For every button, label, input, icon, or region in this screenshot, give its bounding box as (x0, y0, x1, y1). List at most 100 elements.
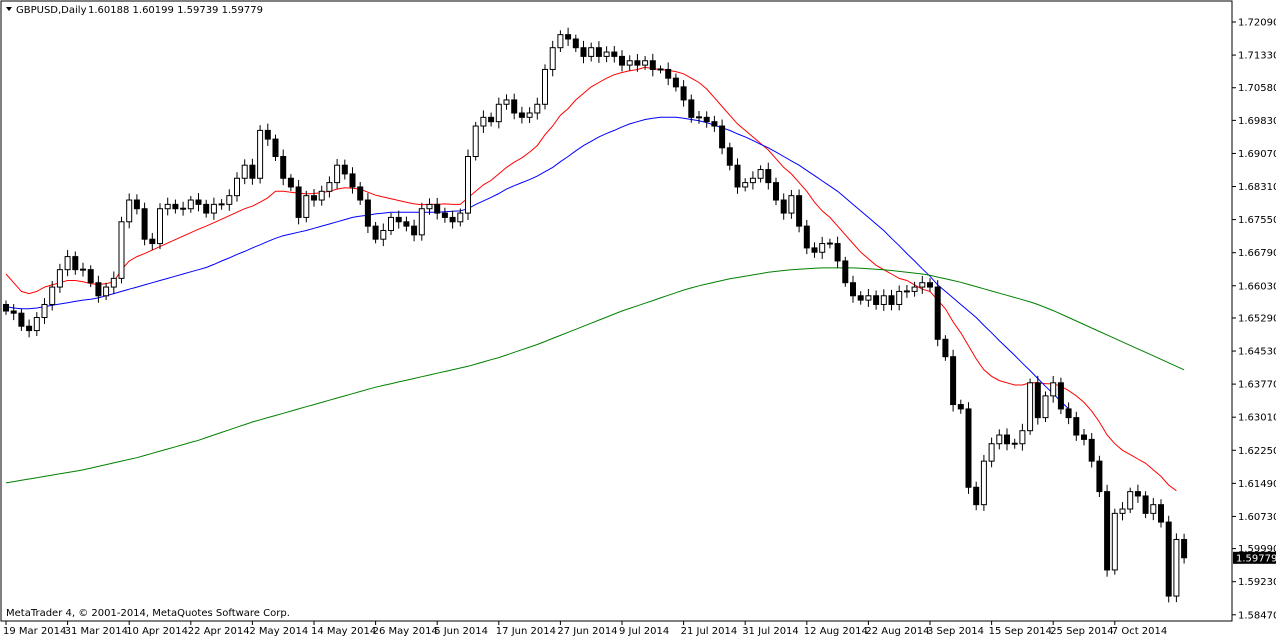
candle-body (588, 47, 595, 57)
candle-body (680, 86, 687, 101)
price-tick-label: 1.70580 (1238, 83, 1276, 94)
candle-body (873, 295, 880, 305)
candle-body (33, 317, 40, 332)
candle-body (957, 404, 964, 410)
candle-body (742, 182, 749, 188)
time-tick-label: 15 Sep 2014 (989, 626, 1052, 637)
price-tick-label: 1.60730 (1238, 512, 1276, 523)
candle-body (56, 269, 63, 288)
candle-body (1042, 395, 1049, 419)
candle-body (1050, 382, 1057, 397)
time-tick-label: 22 Apr 2014 (188, 626, 250, 637)
candle-body (1057, 382, 1064, 410)
candle-body (326, 182, 333, 192)
moving-average-line-3 (5, 267, 1185, 484)
candle-body (472, 125, 479, 157)
symbol-label: GBPUSD,Daily (16, 5, 87, 16)
candle-body (187, 199, 194, 210)
candle-body (1034, 382, 1041, 419)
candle-body (64, 256, 71, 271)
price-tick-label: 1.71330 (1238, 51, 1276, 62)
candle-body (611, 51, 618, 57)
candle-body (927, 282, 933, 288)
candle-body (672, 77, 679, 88)
candle-body (965, 408, 972, 488)
candle-body (1065, 408, 1072, 419)
candle-body (103, 286, 110, 297)
candle-body (919, 282, 926, 288)
moving-average-line-1 (5, 66, 1177, 492)
candle-body (688, 99, 695, 118)
candle-body (218, 203, 225, 206)
price-tick-label: 1.64530 (1238, 347, 1276, 358)
current-price-label: 1.59779 (1236, 553, 1276, 564)
price-tick-label: 1.59230 (1238, 577, 1276, 588)
candle-body (888, 295, 895, 305)
price-tick-label: 1.63010 (1238, 413, 1276, 424)
candle-body (110, 277, 117, 288)
candle-body (172, 203, 179, 210)
candle-body (249, 164, 256, 179)
candle-body (726, 147, 733, 166)
candle-body (1111, 512, 1118, 571)
candle-body (850, 282, 856, 297)
candle-body (765, 169, 772, 184)
candle-body (234, 177, 240, 197)
time-tick-label: 22 Aug 2014 (865, 626, 929, 637)
candle-body (311, 195, 317, 201)
time-tick-label: 14 May 2014 (311, 626, 376, 637)
candle-body (557, 34, 564, 49)
moving-average-line-2 (5, 116, 1069, 410)
candle-body (1150, 504, 1157, 514)
time-tick-label: 7 Oct 2014 (1112, 626, 1167, 637)
candle-body (826, 242, 833, 245)
candle-body (72, 256, 79, 271)
price-tick-label: 1.63770 (1238, 380, 1276, 391)
candle-body (303, 195, 310, 218)
candle-body (719, 125, 726, 149)
candle-body (503, 99, 510, 105)
candle-body (580, 47, 587, 57)
price-tick-label: 1.72090 (1238, 18, 1276, 29)
time-tick-label: 25 Sep 2014 (1050, 626, 1113, 637)
candle-body (133, 199, 140, 210)
candle-body (364, 199, 371, 227)
candle-body (395, 216, 402, 223)
candle-body (780, 199, 787, 214)
current-price-tag: 1.59779 (1233, 551, 1276, 564)
candle-body (388, 216, 394, 231)
candle-body (95, 282, 102, 297)
candle-body (703, 116, 710, 123)
time-tick-label: 19 Mar 2014 (3, 626, 66, 637)
candle-body (880, 295, 887, 305)
candle-body (934, 286, 941, 340)
candlesticks (3, 27, 1188, 603)
candle-body (287, 177, 294, 188)
candle-body (441, 212, 448, 218)
candle-body (195, 199, 202, 205)
candle-body (988, 443, 995, 462)
dropdown-arrow-icon[interactable] (6, 7, 12, 11)
candle-body (1134, 491, 1141, 497)
candle-body (1181, 538, 1188, 559)
candle-body (157, 208, 163, 245)
candle-body (349, 173, 356, 188)
candle-body (1011, 442, 1018, 445)
time-tick-label: 27 Jun 2014 (557, 626, 617, 637)
price-tick-label: 1.66030 (1238, 281, 1276, 292)
candle-body (603, 51, 610, 57)
candle-body (542, 68, 548, 105)
candle-body (911, 286, 918, 292)
time-tick-label: 3 Sep 2014 (927, 626, 984, 637)
candle-body (80, 268, 86, 271)
chart-header: GBPUSD,Daily 1.60188 1.60199 1.59739 1.5… (6, 5, 263, 16)
candle-body (896, 290, 903, 305)
candle-body (49, 286, 56, 305)
candle-body (495, 103, 502, 123)
candle-body (526, 112, 533, 118)
candle-body (996, 434, 1003, 445)
candle-body (257, 129, 264, 179)
